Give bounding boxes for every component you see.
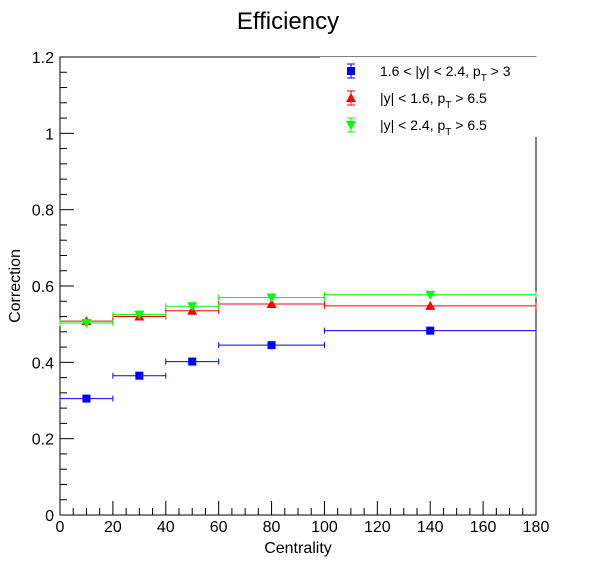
y-tick-label: 0.4 bbox=[32, 355, 54, 372]
chart-title: Efficiency bbox=[237, 8, 339, 35]
data-point bbox=[266, 298, 277, 308]
data-point bbox=[425, 300, 436, 310]
legend-marker bbox=[346, 93, 356, 102]
y-tick-label: 1 bbox=[45, 126, 54, 143]
legend-marker bbox=[347, 67, 355, 75]
x-tick-label: 40 bbox=[157, 519, 175, 536]
x-tick-label: 60 bbox=[210, 519, 228, 536]
data-point bbox=[187, 302, 198, 312]
series-3 bbox=[59, 290, 537, 329]
data-point bbox=[82, 394, 91, 403]
x-tick-label: 0 bbox=[56, 519, 65, 536]
y-tick-label: 1.2 bbox=[32, 50, 54, 67]
y-axis: 0 0.2 0.4 0.6 0.8 1 1.2 bbox=[32, 50, 74, 525]
y-tick-label: 0.2 bbox=[32, 432, 54, 449]
x-tick-label: 180 bbox=[523, 519, 550, 536]
y-tick-label: 0 bbox=[45, 508, 54, 525]
data-layer bbox=[59, 290, 537, 403]
legend-label: |y| < 1.6, pT > 6.5 bbox=[380, 90, 487, 111]
data-point bbox=[134, 310, 145, 320]
data-point bbox=[266, 293, 277, 303]
legend: 1.6 < |y| < 2.4, pT > 3 |y| < 1.6, pT > 6… bbox=[320, 57, 550, 138]
x-axis-label: Centrality bbox=[264, 540, 332, 557]
data-point bbox=[188, 357, 197, 366]
y-axis-label: Correction bbox=[7, 249, 24, 323]
y-tick-label: 0.8 bbox=[32, 203, 54, 220]
data-point bbox=[81, 319, 92, 329]
x-tick-label: 20 bbox=[104, 519, 122, 536]
data-point bbox=[426, 326, 435, 335]
legend-box bbox=[320, 57, 550, 137]
x-axis: 0 20 40 60 80 100 120 140 160 180 bbox=[56, 501, 550, 536]
y-tick-label: 0.6 bbox=[32, 279, 54, 296]
legend-label: 1.6 < |y| < 2.4, pT > 3 bbox=[380, 63, 511, 84]
data-point bbox=[135, 371, 144, 380]
x-tick-label: 120 bbox=[364, 519, 391, 536]
legend-label: |y| < 2.4, pT > 6.5 bbox=[380, 117, 487, 138]
legend-marker bbox=[346, 121, 356, 130]
x-tick-label: 160 bbox=[470, 519, 497, 536]
x-tick-label: 140 bbox=[417, 519, 444, 536]
x-tick-label: 80 bbox=[263, 519, 281, 536]
data-point bbox=[425, 290, 436, 300]
series-1 bbox=[59, 326, 537, 403]
x-tick-label: 100 bbox=[311, 519, 338, 536]
series-2 bbox=[59, 298, 537, 326]
data-point bbox=[267, 341, 276, 350]
